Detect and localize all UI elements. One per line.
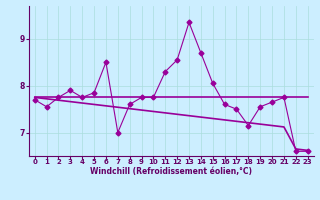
X-axis label: Windchill (Refroidissement éolien,°C): Windchill (Refroidissement éolien,°C) (90, 167, 252, 176)
